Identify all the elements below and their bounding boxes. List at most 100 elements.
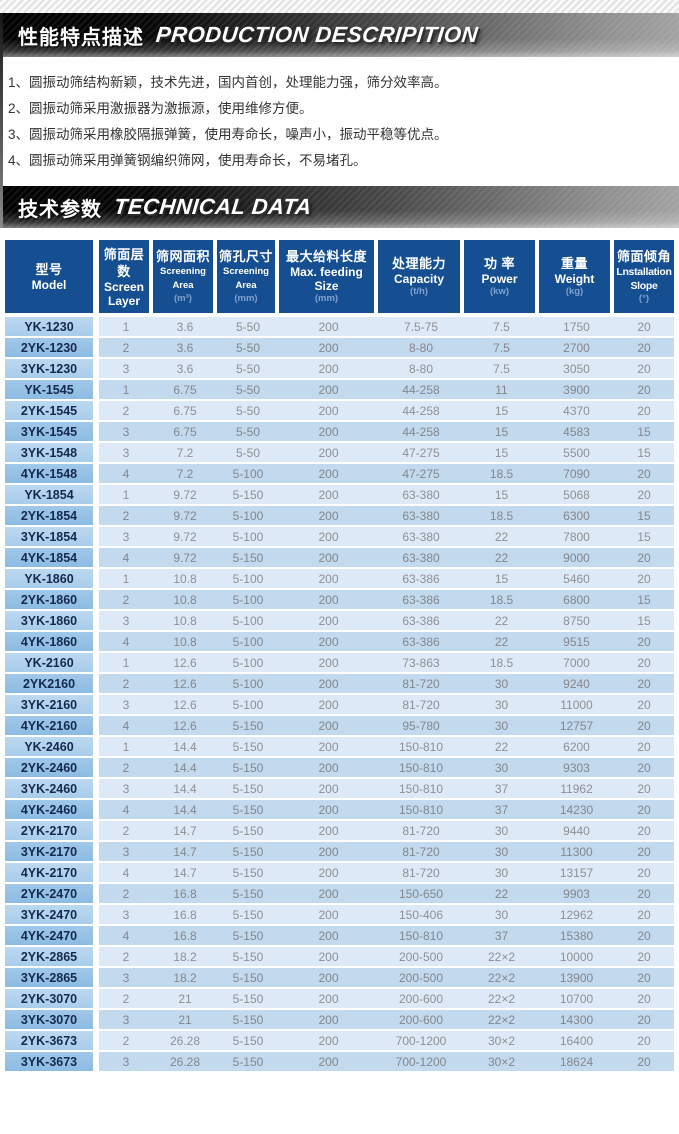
data-cell: 20 — [614, 947, 674, 968]
data-cell: 20 — [614, 779, 674, 800]
column-header-cn: 筛面倾角 — [616, 249, 671, 264]
data-cell: 20 — [614, 548, 674, 569]
column-header-8: 重量 Weight (kg) — [539, 240, 614, 317]
table-row-4YK-2460: 4YK-2460 4 14.4 5-150 200 150-810 37 14230 20 — [5, 800, 674, 821]
data-cell: 2 — [99, 674, 153, 695]
top-section: 性能特点描述 PRODUCTION DESCRIPITION 1、圆振动筛结构新… — [0, 13, 679, 228]
data-cell: 5-100 — [217, 632, 279, 653]
spec-table: 型号 Model 筛面层数 Screen Layer 筛网面积 Screening Area… — [5, 240, 674, 1073]
column-header-unit: (t/h) — [410, 286, 428, 297]
data-cell: 2 — [99, 989, 153, 1010]
column-header-9: 筛面倾角 Lnstallation Slope (°) — [614, 240, 674, 317]
data-cell: 44-258 — [378, 380, 464, 401]
data-cell: 3.6 — [153, 317, 217, 338]
data-cell: 6800 — [539, 590, 614, 611]
data-cell: 7800 — [539, 527, 614, 548]
data-cell: 20 — [614, 926, 674, 947]
model-cell: 3YK-1230 — [5, 359, 99, 380]
table-row-3YK-1545: 3YK-1545 3 6.75 5-50 200 44-258 15 4583 15 — [5, 422, 674, 443]
data-cell: 14.4 — [153, 779, 217, 800]
table-row-2YK-3070: 2YK-3070 2 21 5-150 200 200-600 22×2 10700 20 — [5, 989, 674, 1010]
data-cell: 200 — [279, 401, 378, 422]
data-cell: 200 — [279, 611, 378, 632]
data-cell: 5500 — [539, 443, 614, 464]
data-cell: 5-150 — [217, 1031, 279, 1052]
data-cell: 16.8 — [153, 884, 217, 905]
data-cell: 7.2 — [153, 464, 217, 485]
data-cell: 200 — [279, 422, 378, 443]
data-cell: 4 — [99, 863, 153, 884]
data-cell: 5460 — [539, 569, 614, 590]
data-cell: 21 — [153, 1010, 217, 1031]
production-title-en: PRODUCTION DESCRIPITION — [154, 22, 480, 47]
model-cell: 3YK-2170 — [5, 842, 99, 863]
data-cell: 200 — [279, 821, 378, 842]
data-cell: 10000 — [539, 947, 614, 968]
data-cell: 5-50 — [217, 380, 279, 401]
data-cell: 13900 — [539, 968, 614, 989]
data-cell: 22×2 — [464, 968, 539, 989]
data-cell: 9303 — [539, 758, 614, 779]
data-cell: 15 — [614, 527, 674, 548]
data-cell: 3 — [99, 1010, 153, 1031]
data-cell: 20 — [614, 317, 674, 338]
table-row-2YK-1545: 2YK-1545 2 6.75 5-50 200 44-258 15 4370 20 — [5, 401, 674, 422]
data-cell: 4 — [99, 716, 153, 737]
data-cell: 20 — [614, 842, 674, 863]
data-cell: 6200 — [539, 737, 614, 758]
table-row-2YK-1860: 2YK-1860 2 10.8 5-100 200 63-386 18.5 6800 15 — [5, 590, 674, 611]
model-cell: 3YK-1860 — [5, 611, 99, 632]
data-cell: 22 — [464, 611, 539, 632]
data-cell: 9.72 — [153, 527, 217, 548]
data-cell: 5-150 — [217, 716, 279, 737]
data-cell: 3 — [99, 611, 153, 632]
data-cell: 15 — [464, 569, 539, 590]
data-cell: 63-380 — [378, 506, 464, 527]
data-cell: 15 — [464, 443, 539, 464]
model-cell: 4YK-2460 — [5, 800, 99, 821]
data-cell: 20 — [614, 569, 674, 590]
column-header-en: Size — [314, 279, 339, 293]
data-cell: 4 — [99, 548, 153, 569]
data-cell: 13157 — [539, 863, 614, 884]
data-cell: 3 — [99, 359, 153, 380]
data-cell: 15 — [614, 443, 674, 464]
data-cell: 20 — [614, 1052, 674, 1073]
data-cell: 700-1200 — [378, 1031, 464, 1052]
data-cell: 3 — [99, 695, 153, 716]
data-cell: 22 — [464, 527, 539, 548]
table-row-4YK-1548: 4YK-1548 4 7.2 5-100 200 47-275 18.5 7090 20 — [5, 464, 674, 485]
model-cell: YK-2160 — [5, 653, 99, 674]
data-cell: 1 — [99, 380, 153, 401]
data-cell: 200-500 — [378, 947, 464, 968]
column-header-unit: (mm) — [314, 293, 339, 304]
data-cell: 5-150 — [217, 758, 279, 779]
table-header: 型号 Model 筛面层数 Screen Layer 筛网面积 Screening Area… — [5, 240, 674, 317]
table-row-YK-1545: YK-1545 1 6.75 5-50 200 44-258 11 3900 20 — [5, 380, 674, 401]
data-cell: 200 — [279, 464, 378, 485]
column-header-en: Max. feeding — [290, 265, 363, 279]
data-cell: 5-150 — [217, 485, 279, 506]
data-cell: 20 — [614, 632, 674, 653]
column-header-cn: 最大给料长度 — [285, 249, 367, 264]
data-cell: 200 — [279, 380, 378, 401]
data-cell: 20 — [614, 674, 674, 695]
data-cell: 4583 — [539, 422, 614, 443]
data-cell: 30×2 — [464, 1052, 539, 1073]
column-header-cn: 筛网面积 — [155, 249, 210, 264]
data-cell: 200 — [279, 527, 378, 548]
column-header-en: Lnstallation — [616, 266, 672, 278]
hatch-strip-top — [0, 0, 679, 13]
data-cell: 63-386 — [378, 569, 464, 590]
column-header-2: 筛面层数 Screen Layer — [99, 240, 153, 317]
model-cell: 2YK-2170 — [5, 821, 99, 842]
data-cell: 14230 — [539, 800, 614, 821]
data-cell: 63-380 — [378, 485, 464, 506]
data-cell: 2 — [99, 590, 153, 611]
data-cell: 20 — [614, 863, 674, 884]
table-row-4YK-1854: 4YK-1854 4 9.72 5-150 200 63-380 22 9000 20 — [5, 548, 674, 569]
data-cell: 30 — [464, 905, 539, 926]
data-cell: 20 — [614, 1031, 674, 1052]
data-cell: 22 — [464, 632, 539, 653]
table-row-3YK-1854: 3YK-1854 3 9.72 5-100 200 63-380 22 7800 15 — [5, 527, 674, 548]
